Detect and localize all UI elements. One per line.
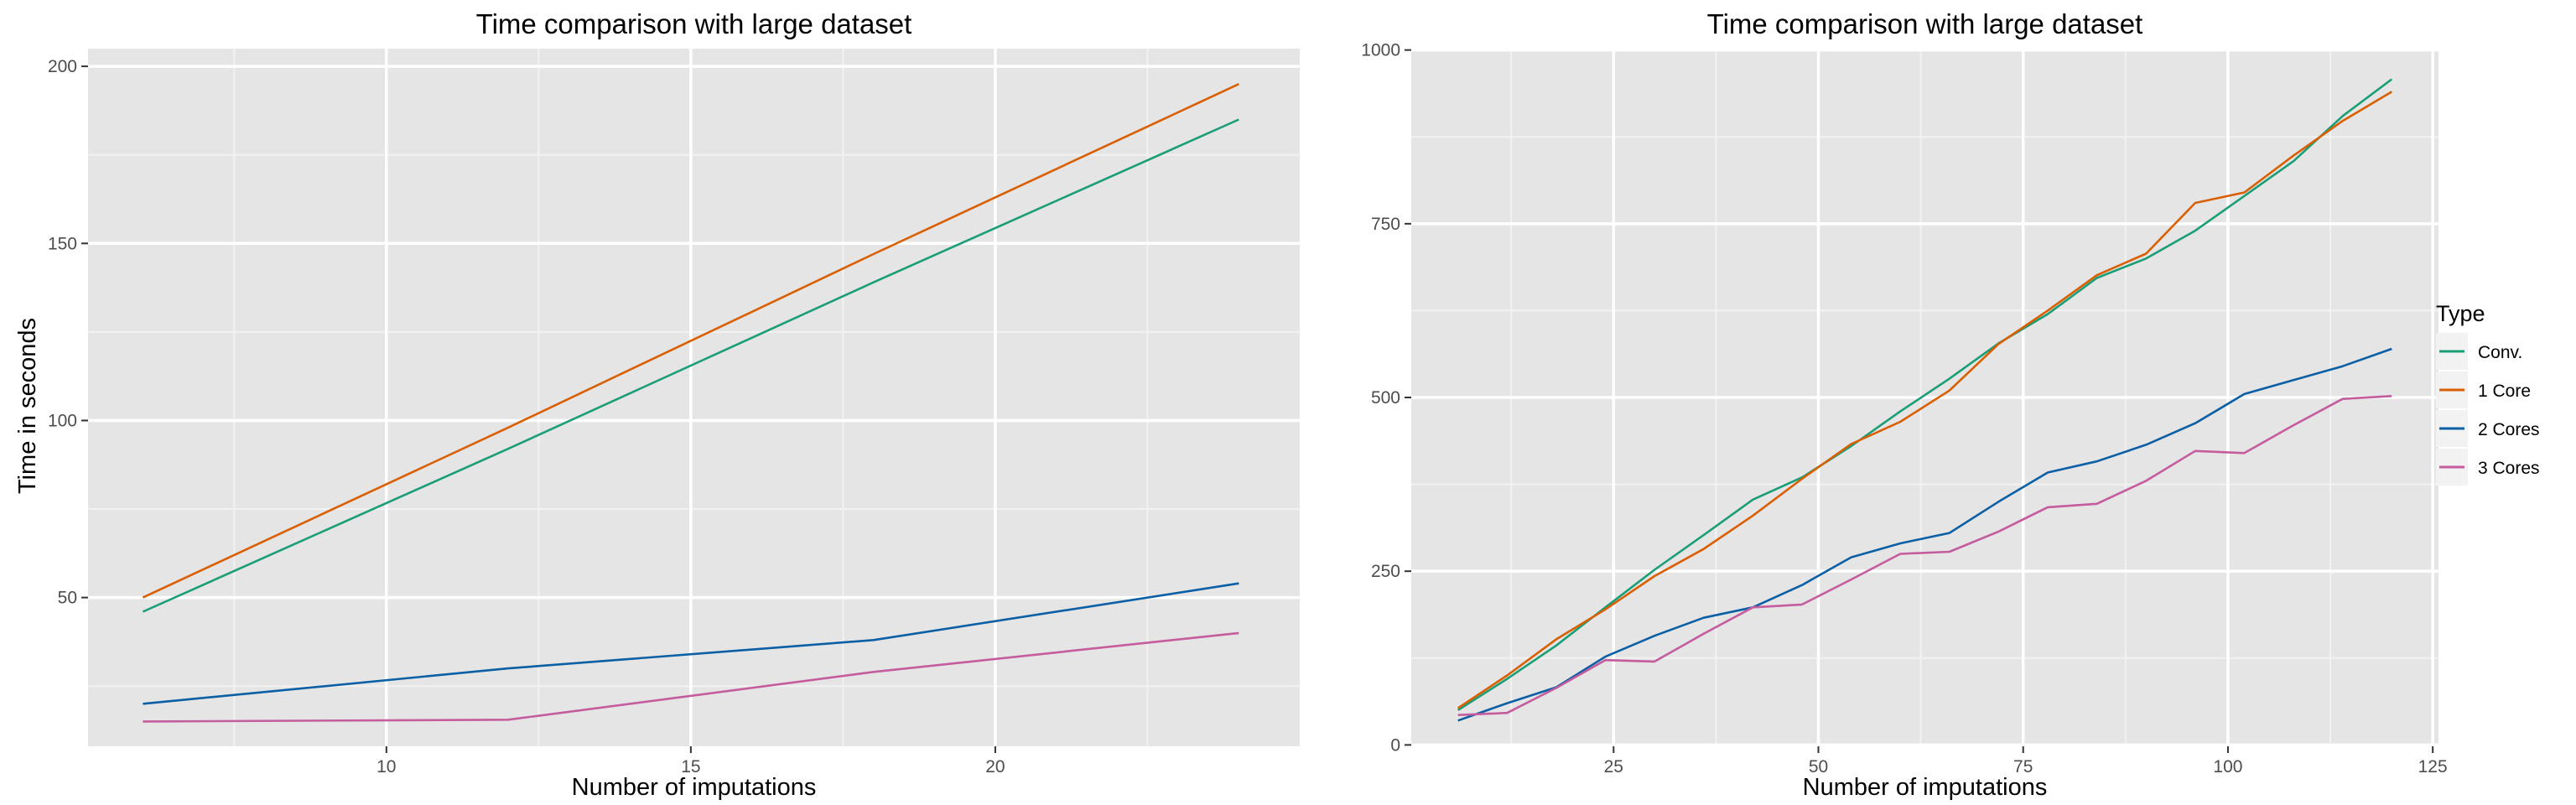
legend-entries: Conv. 1 Core 2 Cores 3 Cores bbox=[2436, 333, 2540, 486]
y-tick-label: 1000 bbox=[1361, 41, 1400, 60]
series-line-3-cores bbox=[143, 631, 1239, 723]
x-tick-label: 10 bbox=[377, 757, 396, 776]
y-tick-label: 750 bbox=[1371, 215, 1400, 234]
x-tick-label: 75 bbox=[2013, 757, 2033, 776]
series-lines-right bbox=[1457, 78, 2393, 722]
gridlines-left bbox=[88, 49, 1300, 746]
series-line-1-core bbox=[142, 83, 1239, 599]
chart-panel-right: 25 50 75 100 125 0 250 500 750 1000 Time comparis… bbox=[1361, 8, 2447, 801]
axis-ticks-left: 10 15 20 50 100 150 200 bbox=[48, 57, 1005, 776]
plot-area-left bbox=[88, 49, 1300, 746]
chart-panel-left: 10 15 20 50 100 150 200 Time comparison with l… bbox=[14, 8, 1300, 801]
x-axis-label-left: Number of imputations bbox=[572, 774, 817, 801]
series-line-conv bbox=[142, 118, 1239, 613]
x-tick-label: 25 bbox=[1604, 757, 1623, 776]
legend: Type Conv. 1 Core 2 Cores 3 Cores bbox=[2436, 301, 2540, 486]
y-tick-label: 150 bbox=[48, 234, 77, 253]
gridlines-right bbox=[1411, 48, 2438, 747]
x-tick-label: 20 bbox=[985, 757, 1005, 776]
x-axis-label-right: Number of imputations bbox=[1803, 774, 2048, 801]
chart-title-right: Time comparison with large dataset bbox=[1707, 8, 2143, 39]
series-line-1-core bbox=[1457, 91, 2392, 709]
series-lines-left bbox=[142, 83, 1239, 723]
y-tick-label: 0 bbox=[1390, 735, 1400, 755]
series-line-conv bbox=[1457, 78, 2393, 711]
axis-ticks-right: 25 50 75 100 125 0 250 500 750 1000 bbox=[1361, 41, 2447, 776]
legend-label: Conv. bbox=[2478, 343, 2522, 362]
x-tick-label: 15 bbox=[681, 757, 700, 776]
legend-label: 1 Core bbox=[2478, 382, 2531, 401]
y-tick-label: 100 bbox=[48, 411, 77, 430]
y-tick-label: 200 bbox=[48, 57, 77, 76]
legend-label: 2 Cores bbox=[2478, 420, 2540, 439]
legend-title: Type bbox=[2436, 301, 2485, 326]
legend-label: 3 Cores bbox=[2478, 459, 2540, 478]
series-line-2-cores bbox=[143, 582, 1239, 705]
x-tick-label: 125 bbox=[2418, 757, 2448, 776]
x-tick-label: 100 bbox=[2213, 757, 2242, 776]
y-tick-label: 50 bbox=[58, 589, 77, 608]
y-tick-label: 250 bbox=[1371, 562, 1400, 581]
series-line-2-cores bbox=[1457, 347, 2392, 722]
series-line-3-cores bbox=[1457, 395, 2392, 716]
x-tick-label: 50 bbox=[1809, 757, 1828, 776]
y-tick-label: 500 bbox=[1371, 388, 1400, 408]
y-axis-label-left: Time in seconds bbox=[14, 318, 41, 494]
chart-title-left: Time comparison with large dataset bbox=[476, 8, 912, 39]
